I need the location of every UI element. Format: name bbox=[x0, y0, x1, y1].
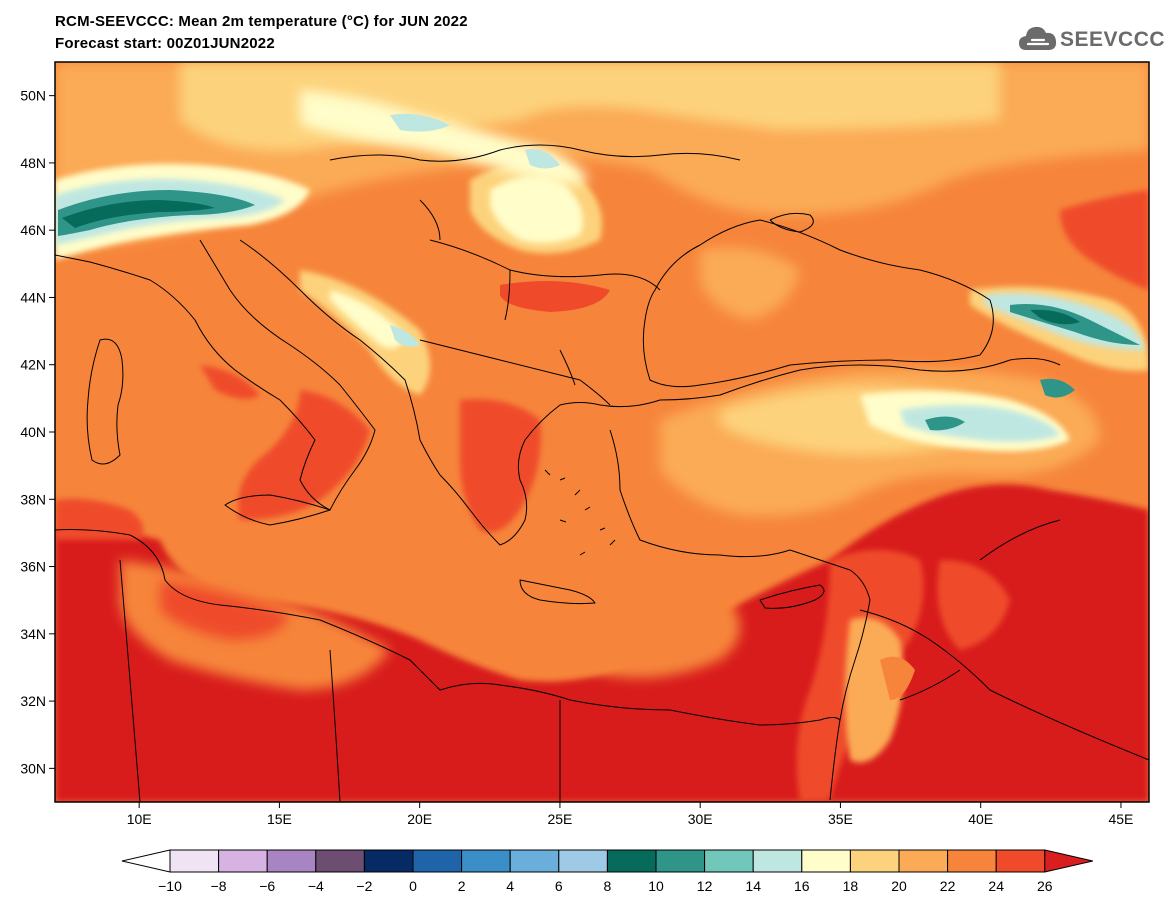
legend-label: −8 bbox=[211, 878, 227, 894]
legend-color-box bbox=[704, 849, 754, 873]
lat-tick-label: 46N bbox=[20, 222, 46, 238]
temperature-field bbox=[55, 62, 1149, 802]
legend-label: −10 bbox=[158, 878, 182, 894]
coastlines bbox=[55, 144, 1149, 802]
lat-tick-label: 32N bbox=[20, 693, 46, 709]
lon-tick-label: 35E bbox=[828, 811, 853, 827]
lat-tick-label: 44N bbox=[20, 289, 46, 305]
lon-tick-label: 30E bbox=[688, 811, 713, 827]
seevccc-logo: SEEVCCC bbox=[1018, 22, 1165, 56]
legend-label: 24 bbox=[988, 878, 1004, 894]
legend-label: 2 bbox=[458, 878, 466, 894]
legend-color-box bbox=[461, 849, 511, 873]
legend-color-box bbox=[509, 849, 560, 873]
legend-color-box bbox=[849, 849, 900, 873]
legend-arrow-low bbox=[121, 849, 171, 873]
lat-tick-label: 30N bbox=[20, 760, 46, 776]
map-title: RCM-SEEVCCC: Mean 2m temperature (°C) fo… bbox=[55, 13, 468, 30]
legend-label: 16 bbox=[794, 878, 810, 894]
legend-color-box bbox=[606, 849, 657, 873]
legend-color-box bbox=[169, 849, 220, 873]
lon-tick-label: 15E bbox=[267, 811, 292, 827]
legend-color-box bbox=[315, 849, 365, 873]
legend-color-box bbox=[995, 849, 1046, 873]
lon-tick-label: 45E bbox=[1108, 811, 1133, 827]
forecast-start-label: Forecast start: 00Z01JUN2022 bbox=[55, 35, 275, 52]
lon-tick-label: 25E bbox=[547, 811, 572, 827]
legend-label: −2 bbox=[356, 878, 372, 894]
lat-tick-label: 42N bbox=[20, 357, 46, 373]
lat-tick-label: 34N bbox=[20, 626, 46, 642]
lat-tick-label: 40N bbox=[20, 424, 46, 440]
legend-color-box bbox=[218, 849, 268, 873]
legend-label: 10 bbox=[648, 878, 664, 894]
legend-label: 8 bbox=[604, 878, 612, 894]
lon-tick-label: 40E bbox=[968, 811, 993, 827]
latitude-axis: 30N 32N 34N 36N 38N 40N 42N 44N 46N 48N 50N bbox=[20, 88, 55, 776]
legend-label: 20 bbox=[891, 878, 907, 894]
lat-tick-label: 38N bbox=[20, 491, 46, 507]
longitude-axis: 10E 15E 20E 25E 30E 35E 40E 45E bbox=[127, 802, 1133, 827]
lat-tick-label: 48N bbox=[20, 155, 46, 171]
legend-label: 4 bbox=[506, 878, 514, 894]
legend-color-box bbox=[412, 849, 463, 873]
legend-label: 22 bbox=[940, 878, 956, 894]
legend-color-box bbox=[752, 849, 803, 873]
legend-color-box bbox=[558, 849, 608, 873]
legend-color-box bbox=[363, 849, 414, 873]
legend-color-box bbox=[266, 849, 317, 873]
lon-tick-label: 20E bbox=[407, 811, 432, 827]
legend-label: 26 bbox=[1037, 878, 1053, 894]
legend-label: −6 bbox=[259, 878, 275, 894]
legend-label: 14 bbox=[745, 878, 761, 894]
legend-label: 12 bbox=[697, 878, 713, 894]
lat-tick-label: 50N bbox=[20, 88, 46, 104]
logo-text: SEEVCCC bbox=[1060, 28, 1165, 51]
legend-arrow-high bbox=[1044, 849, 1093, 873]
legend-color-box bbox=[898, 849, 949, 873]
legend-color-box bbox=[655, 849, 706, 873]
legend-color-box bbox=[947, 849, 997, 873]
cloud-icon bbox=[1019, 26, 1057, 50]
legend-label: 18 bbox=[843, 878, 859, 894]
legend-label: −4 bbox=[308, 878, 324, 894]
lat-tick-label: 36N bbox=[20, 559, 46, 575]
legend-color-box bbox=[801, 849, 851, 873]
lon-tick-label: 10E bbox=[127, 811, 152, 827]
legend-label: 6 bbox=[555, 878, 563, 894]
legend-label: 0 bbox=[409, 878, 417, 894]
